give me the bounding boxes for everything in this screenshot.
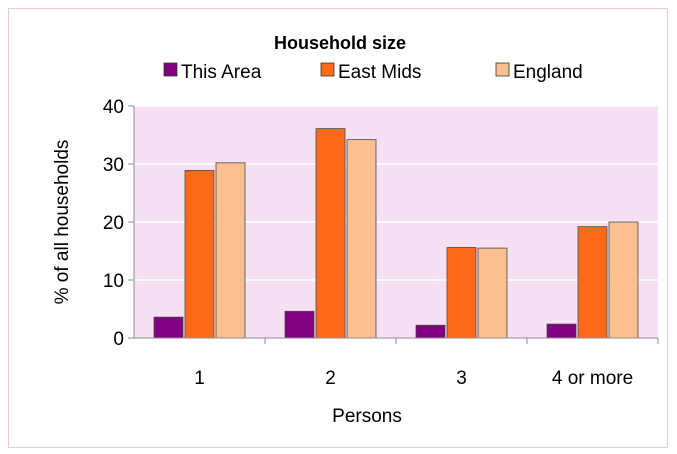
bar-england-4 (608, 221, 639, 339)
x-tick-labels: 1 2 3 4 or more (194, 338, 659, 389)
bar-east-mids-2 (315, 128, 346, 339)
bar-england-1 (215, 162, 246, 339)
bar-east-mids-3 (446, 247, 477, 339)
x-tick-label: 2 (325, 368, 336, 389)
bar-this-area-3 (415, 324, 446, 339)
x-axis-title: Persons (332, 406, 402, 427)
x-tick-label: 3 (456, 368, 467, 389)
bar-east-mids-4 (577, 226, 608, 339)
bar-east-mids-1 (184, 169, 215, 339)
legend-swatch-england (495, 62, 510, 77)
y-tick-labels: 0 10 20 30 40 (103, 97, 134, 350)
bar-this-area-1 (153, 316, 184, 339)
bar-this-area-2 (284, 310, 315, 339)
y-tick-label: 30 (103, 155, 124, 176)
bar-this-area-4 (546, 323, 577, 339)
y-tick-label: 40 (103, 97, 124, 118)
legend-swatch-this-area (163, 62, 178, 77)
x-tick-label: 1 (194, 368, 205, 389)
x-tick-label: 4 or more (552, 368, 633, 389)
legend-label-this-area: This Area (181, 62, 262, 83)
y-tick-label: 10 (103, 271, 124, 292)
chart-title: Household size (274, 33, 406, 53)
legend-label-east-mids: East Mids (338, 62, 421, 83)
bar-england-2 (346, 139, 377, 339)
y-tick-label: 0 (113, 329, 124, 350)
bar-england-3 (477, 247, 508, 339)
legend: This Area East Mids England (163, 62, 583, 83)
legend-swatch-east-mids (320, 62, 335, 77)
y-axis-title: % of all households (52, 140, 73, 305)
legend-label-england: England (513, 62, 583, 83)
y-tick-label: 20 (103, 213, 124, 234)
